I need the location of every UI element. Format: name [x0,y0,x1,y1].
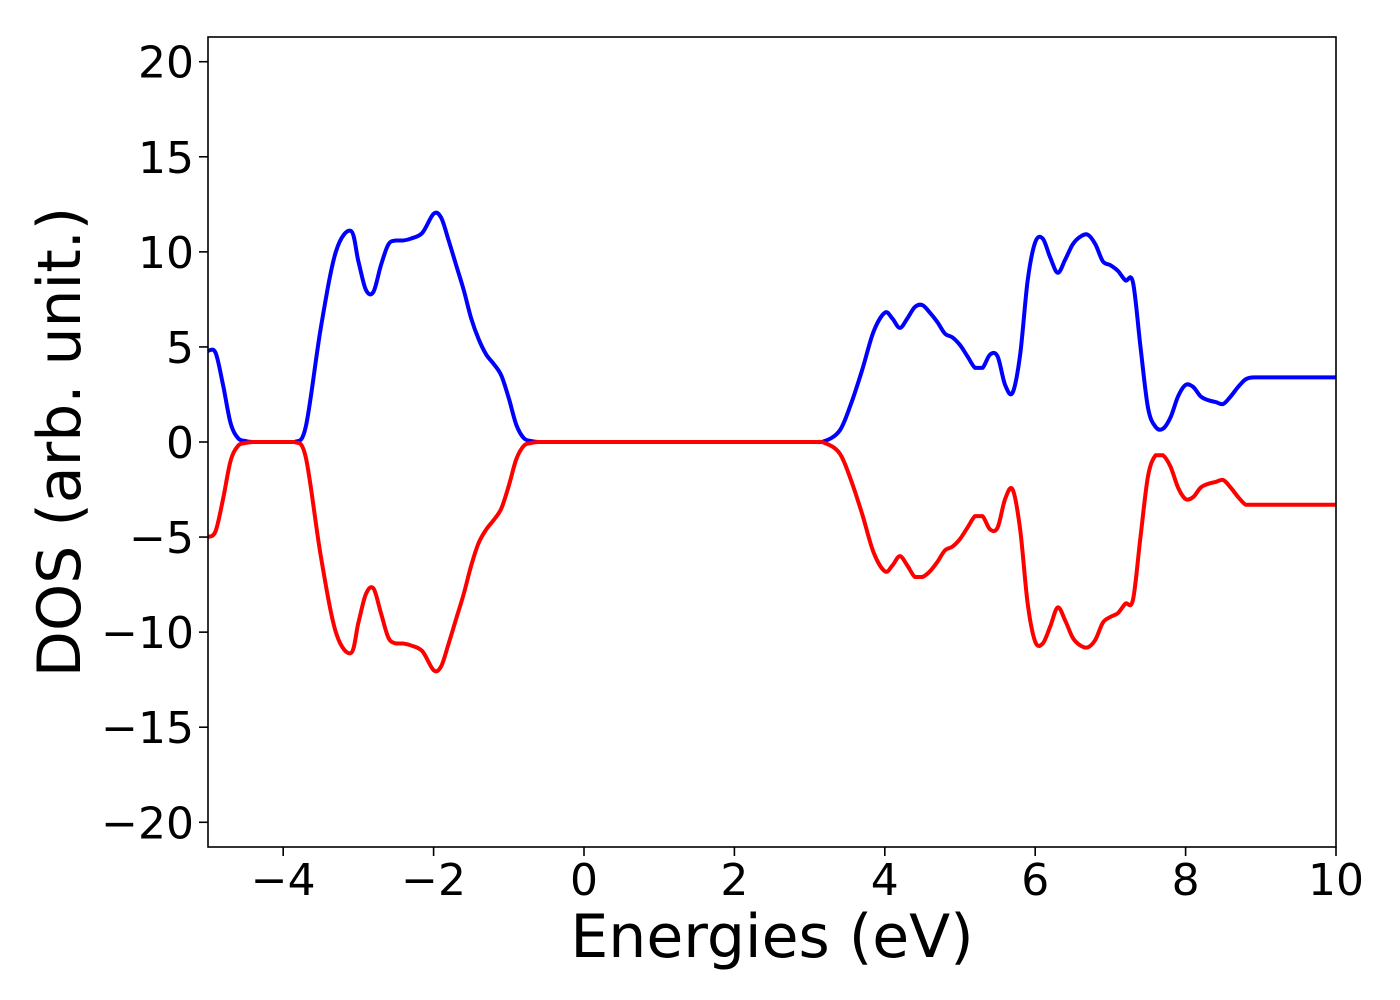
series-layer [208,210,1336,674]
x-tick-label: 10 [1308,855,1364,906]
y-tick-label: 5 [166,323,194,374]
y-tick-label: −5 [129,513,194,564]
x-tick-label: −4 [251,855,316,906]
y-tick-label: −20 [101,798,194,849]
y-tick-label: 20 [138,38,194,89]
y-tick-label: 15 [138,133,194,184]
y-tick-label: −10 [101,608,194,659]
y-axis-title: DOS (arb. unit.) [25,207,95,677]
x-tick-label: 2 [720,855,748,906]
series-line-red [208,439,1336,674]
y-tick-label: −15 [101,703,194,754]
plot-frame [207,36,1337,848]
x-tick-label: 4 [871,855,899,906]
x-tick-label: 8 [1172,855,1200,906]
x-axis-title: Energies (eV) [570,902,973,972]
x-tick-label: 6 [1021,855,1049,906]
series-line-blue [208,210,1336,445]
y-tick-label: 10 [138,228,194,279]
y-tick-label: 0 [166,418,194,469]
x-tick-label: 0 [570,855,598,906]
x-tick-label: −2 [401,855,466,906]
